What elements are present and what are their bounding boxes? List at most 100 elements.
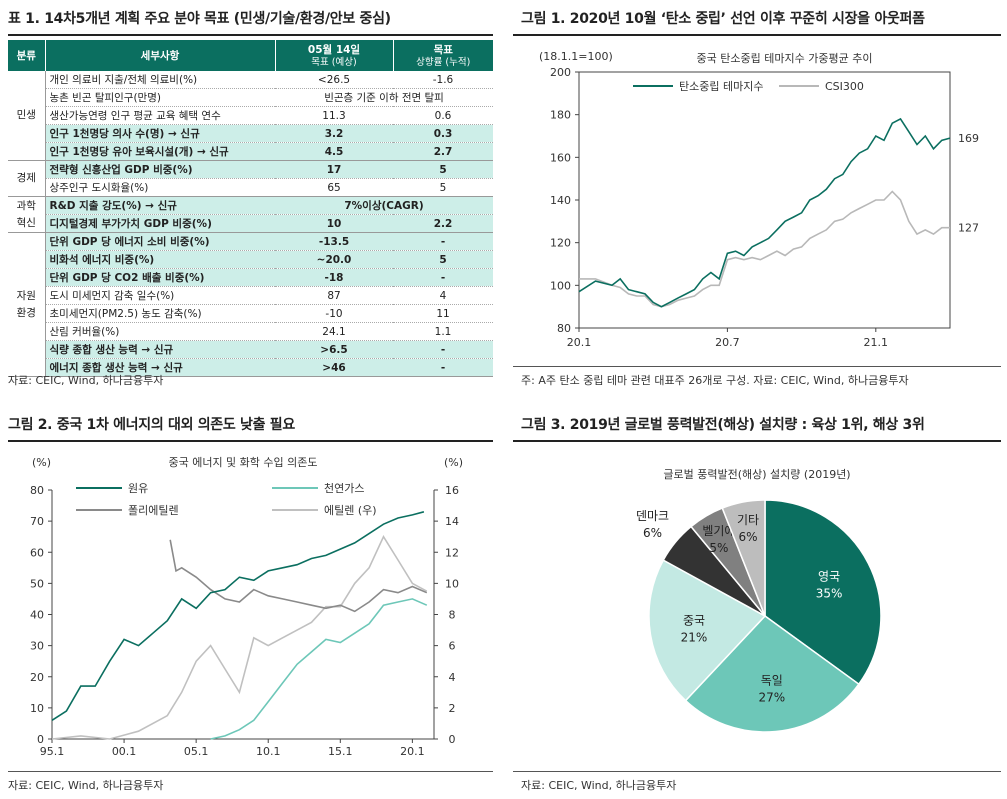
fig3-slice-percent: 5% bbox=[709, 541, 728, 555]
table-row: 인구 1천명당 유아 보육시설(개) → 신규 4.5 2.7 bbox=[8, 142, 493, 161]
target-value-cell: <26.5 bbox=[275, 71, 393, 89]
increase-value-cell: 2.2 bbox=[393, 214, 493, 233]
fig3-slice-label: 독일 bbox=[761, 674, 783, 688]
table-row: 농촌 빈곤 탈피인구(만명) 빈곤층 기준 이하 전면 탈피 bbox=[8, 88, 493, 107]
increase-value-cell: - bbox=[393, 268, 493, 287]
fig2-right-unit: (%) bbox=[444, 456, 463, 469]
fig2-title-rule bbox=[8, 440, 493, 442]
fig3-slice-percent: 35% bbox=[816, 586, 843, 600]
table-row: 민생 개인 의료비 지출/전체 의료비(%) <26.5 -1.6 bbox=[8, 71, 493, 161]
increase-value-cell: -1.6 bbox=[393, 71, 493, 89]
fig3-slice-label: 중국 bbox=[683, 613, 705, 627]
item-cell: 비화석 에너지 비중(%) bbox=[45, 250, 275, 269]
table-row: 단위 GDP 당 CO2 배출 비중(%) -18- bbox=[8, 268, 493, 287]
fig1-chart: (18.1.1=100) 중국 탄소중립 테마지수 가중평균 추이 80 100 120… bbox=[539, 50, 979, 349]
fig2-series-line-1 bbox=[210, 598, 428, 740]
merged-value-cell: 빈곤층 기준 이하 전면 탈피 bbox=[275, 88, 493, 107]
header-category: 분류 bbox=[8, 40, 46, 71]
fig1-y-tick-label: 200 bbox=[550, 66, 571, 79]
fig1-legend-label: 탄소중립 테마지수 bbox=[679, 80, 763, 93]
fig2-right-tick-label: 12 bbox=[445, 546, 459, 559]
fig2-legend-label: 에틸렌 (우) bbox=[324, 504, 377, 517]
fig1-legend-label: CSI300 bbox=[825, 80, 864, 93]
fig2-left-tick-label: 70 bbox=[30, 515, 44, 528]
plan-target-table: 분류 세부사항 05월 14일 목표 (예상) 목표 상향률 (누적) 민생 개인… bbox=[8, 40, 493, 377]
category-cell: 경제 bbox=[8, 160, 46, 197]
target-value-cell: -10 bbox=[275, 304, 393, 323]
fig2-left-tick-label: 20 bbox=[30, 671, 44, 684]
target-value-cell: 87 bbox=[275, 286, 393, 305]
fig2-right-tick-label: 6 bbox=[449, 640, 456, 653]
table-row: 경제 전략형 신흥산업 GDP 비중(%) 17 5 bbox=[8, 160, 493, 197]
target-value-cell: 11.3 bbox=[275, 106, 393, 125]
table-row: 초미세먼지(PM2.5) 농도 감축(%) -10 11 bbox=[8, 304, 493, 323]
fig1-series-line-csi300 bbox=[579, 190, 950, 308]
table-row: 생산가능연령 인구 평균 교육 혜택 연수 11.3 0.6 bbox=[8, 106, 493, 125]
fig3-title: 그림 3. 2019년 글로벌 풍력발전(해상) 설치량 : 육상 1위, 해상… bbox=[521, 417, 925, 433]
fig2-left-tick-label: 60 bbox=[30, 546, 44, 559]
fig2-right-tick-label: 2 bbox=[449, 702, 456, 715]
fig1-end-label: 127 bbox=[958, 222, 979, 235]
fig3-chart: 글로벌 풍력발전(해상) 설치량 (2019년) 영국 35% 독일 27% 중국 21% 덴… bbox=[636, 467, 882, 733]
fig2-x-tick-label: 05.1 bbox=[184, 745, 209, 758]
item-cell: 단위 GDP 당 에너지 소비 비중(%) bbox=[45, 232, 275, 251]
fig2-left-tick-label: 10 bbox=[30, 702, 44, 715]
increase-value-cell: 0.6 bbox=[393, 106, 493, 125]
table-row: 비화석 에너지 비중(%) ~20.0 5 bbox=[8, 250, 493, 269]
fig1-y-tick-label: 80 bbox=[557, 322, 571, 335]
table-row: 상주인구 도시화율(%) 65 5 bbox=[8, 178, 493, 197]
fig2-x-tick-label: 15.1 bbox=[328, 745, 353, 758]
table1-title-rule bbox=[8, 34, 493, 36]
table-row: 과학 혁신 R&D 지출 강도(%) → 신규 7%이상(CAGR) bbox=[8, 196, 493, 233]
fig2-right-tick-label: 10 bbox=[445, 577, 459, 590]
fig3-slice-label: 덴마크 bbox=[636, 509, 669, 523]
item-cell: 디지털경제 부가가치 GDP 비중(%) bbox=[45, 214, 275, 233]
target-value-cell: 65 bbox=[275, 178, 393, 197]
table-row: 디지털경제 부가가치 GDP 비중(%) 10 2.2 bbox=[8, 214, 493, 233]
table-row: 도시 미세먼지 감축 일수(%) 87 4 bbox=[8, 286, 493, 305]
target-value-cell: ~20.0 bbox=[275, 250, 393, 269]
item-cell: R&D 지출 강도(%) → 신규 bbox=[45, 196, 275, 215]
fig3-slice-percent: 21% bbox=[681, 630, 708, 644]
increase-value-cell: - bbox=[393, 232, 493, 251]
item-cell: 인구 1천명당 의사 수(명) → 신규 bbox=[45, 124, 275, 143]
table-row: 인구 1천명당 의사 수(명) → 신규 3.2 0.3 bbox=[8, 124, 493, 143]
table1-source: 자료: CEIC, Wind, 하나금융투자 bbox=[8, 374, 164, 387]
fig3-pie-slice-5 bbox=[721, 499, 766, 617]
fig1-end-label: 169 bbox=[958, 132, 979, 145]
fig1-title: 그림 1. 2020년 10월 ‘탄소 중립’ 선언 이후 꾸준히 시장을 아웃… bbox=[521, 11, 925, 27]
header-target-value-sub: 목표 (예상) bbox=[311, 56, 357, 68]
fig1-source: 주: A주 탄소 중립 테마 관련 대표주 26개로 구성. 자료: CEIC,… bbox=[521, 374, 909, 387]
increase-value-cell: 11 bbox=[393, 304, 493, 323]
fig2-legend-label: 천연가스 bbox=[324, 481, 364, 495]
table-row: 식량 종합 생산 능력 → 신규 >6.5- bbox=[8, 340, 493, 359]
fig3-slice-percent: 6% bbox=[643, 526, 662, 540]
item-cell: 단위 GDP 당 CO2 배출 비중(%) bbox=[45, 268, 275, 287]
fig2-right-tick-label: 4 bbox=[449, 671, 456, 684]
fig3-title-rule bbox=[513, 440, 1001, 442]
increase-value-cell: 0.3 bbox=[393, 124, 493, 143]
fig2-series-line-2 bbox=[169, 539, 428, 613]
fig3-source: 자료: CEIC, Wind, 하나금융투자 bbox=[521, 779, 677, 792]
item-cell: 생산가능연령 인구 평균 교육 혜택 연수 bbox=[45, 106, 275, 125]
fig2-right-tick-label: 14 bbox=[445, 515, 459, 528]
target-value-cell: 10 bbox=[275, 214, 393, 233]
category-cell: 민생 bbox=[8, 71, 46, 161]
fig3-slice-label: 벨기에 bbox=[702, 524, 735, 538]
fig2-x-tick-label: 20.1 bbox=[400, 745, 425, 758]
fig1-chart-title: 중국 탄소중립 테마지수 가중평균 추이 bbox=[697, 52, 873, 65]
table-row: 산림 커버율(%) 24.1 1.1 bbox=[8, 322, 493, 341]
item-cell: 도시 미세먼지 감축 일수(%) bbox=[45, 286, 275, 305]
table-row: 자원 환경 단위 GDP 당 에너지 소비 비중(%) -13.5- bbox=[8, 232, 493, 377]
header-increase-main: 목표 bbox=[433, 43, 453, 56]
category-cell: 과학 혁신 bbox=[8, 196, 46, 233]
fig2-left-tick-label: 50 bbox=[30, 577, 44, 590]
fig2-x-tick-label: 10.1 bbox=[256, 745, 281, 758]
increase-value-cell: 5 bbox=[393, 160, 493, 179]
fig2-bottom-rule bbox=[8, 771, 493, 772]
fig2-left-unit: (%) bbox=[32, 456, 51, 469]
fig2-source: 자료: CEIC, Wind, 하나금융투자 bbox=[8, 779, 164, 792]
fig2-right-tick-label: 8 bbox=[449, 609, 456, 622]
fig3-bottom-rule bbox=[513, 771, 1001, 772]
fig1-x-tick-label: 20.7 bbox=[715, 336, 740, 349]
